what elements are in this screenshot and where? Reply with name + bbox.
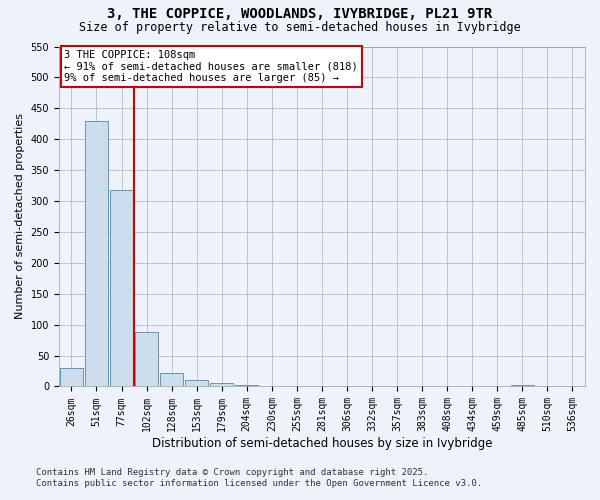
Y-axis label: Number of semi-detached properties: Number of semi-detached properties [15, 114, 25, 320]
Text: 3 THE COPPICE: 108sqm
← 91% of semi-detached houses are smaller (818)
9% of semi: 3 THE COPPICE: 108sqm ← 91% of semi-deta… [64, 50, 358, 83]
Bar [511, 385, 534, 386]
Bar [135, 332, 158, 386]
Text: Size of property relative to semi-detached houses in Ivybridge: Size of property relative to semi-detach… [79, 21, 521, 34]
Text: Contains HM Land Registry data © Crown copyright and database right 2025.
Contai: Contains HM Land Registry data © Crown c… [36, 468, 482, 487]
Bar [160, 373, 183, 386]
Bar [85, 120, 108, 386]
X-axis label: Distribution of semi-detached houses by size in Ivybridge: Distribution of semi-detached houses by … [152, 437, 492, 450]
Bar [60, 368, 83, 386]
Bar [185, 380, 208, 386]
Bar [110, 190, 133, 386]
Bar [235, 384, 259, 386]
Bar [210, 384, 233, 386]
Text: 3, THE COPPICE, WOODLANDS, IVYBRIDGE, PL21 9TR: 3, THE COPPICE, WOODLANDS, IVYBRIDGE, PL… [107, 8, 493, 22]
